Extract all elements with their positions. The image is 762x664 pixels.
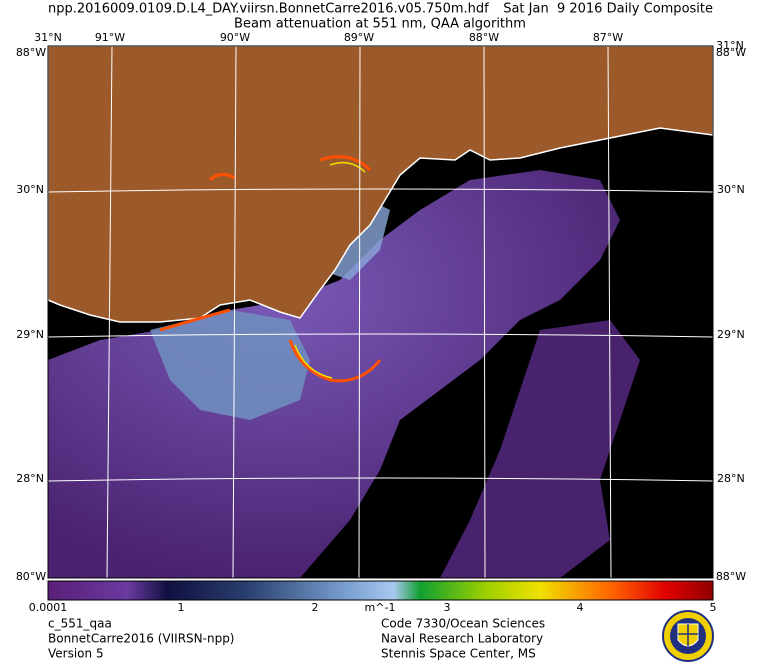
corner-label: 88°W — [716, 46, 746, 59]
colorbar-label: 4 — [577, 601, 584, 614]
colorbar-label: 5 — [710, 601, 717, 614]
graticule — [48, 46, 713, 578]
logo — [662, 610, 714, 662]
meridian — [232, 46, 237, 578]
date: Sat Jan 9 2016 Daily Composite — [503, 2, 713, 17]
footer-text: Version 5 — [48, 647, 104, 661]
map-frame — [47, 45, 714, 579]
colorbar-label: 2 — [312, 601, 319, 614]
footer-text: Code 7330/Ocean Sciences — [381, 617, 545, 631]
lat-label: 30°N — [16, 183, 44, 196]
footer-text: Naval Research Laboratory — [381, 632, 543, 646]
corner-label: 80°W — [16, 570, 46, 583]
corner-label: 88°W — [716, 570, 746, 583]
corner-label: 88°W — [16, 46, 46, 59]
colorbar-unit: m^-1 — [365, 601, 396, 614]
turbid-water — [150, 310, 310, 420]
high-turbidity — [294, 161, 366, 379]
plume-edge — [440, 320, 640, 578]
lon-label: 90°W — [220, 31, 250, 44]
lon-label: 91°W — [95, 31, 125, 44]
footer-text: c_551_qaa — [48, 617, 112, 631]
footer-text: BonnetCarre2016 (VIIRSN-npp) — [48, 632, 235, 646]
map — [48, 46, 713, 578]
colorbar-label: 0.0001 — [29, 601, 68, 614]
product: Beam attenuation at 551 nm, QAA algorith… — [234, 17, 526, 32]
lat-label: 28°N — [717, 472, 745, 485]
lat-label: 31°N — [716, 39, 744, 52]
colorbar-label: 3 — [444, 601, 451, 614]
parallel — [48, 188, 713, 193]
lon-label: 87°W — [593, 31, 623, 44]
meridian — [358, 46, 361, 578]
lon-label: 89°W — [344, 31, 374, 44]
lat-label: 28°N — [16, 472, 44, 485]
colorbar-label: 1 — [178, 601, 185, 614]
meridian — [607, 46, 612, 578]
footer-text: Stennis Space Center, MS — [381, 647, 536, 661]
meridian — [106, 46, 113, 578]
lat-label: 30°N — [717, 183, 745, 196]
parallel — [48, 333, 713, 338]
parallel — [48, 477, 713, 482]
meridian — [483, 46, 486, 578]
high-turbidity — [159, 155, 382, 383]
plume — [48, 170, 620, 578]
colorbar — [47, 580, 714, 601]
file-name: npp.2016009.0109.D.L4_DAY.viirsn.BonnetC… — [48, 2, 489, 17]
lat-label: 29°N — [16, 328, 44, 341]
lat-label: 31°N — [34, 31, 62, 44]
lon-label: 88°W — [469, 31, 499, 44]
lat-label: 29°N — [717, 328, 745, 341]
